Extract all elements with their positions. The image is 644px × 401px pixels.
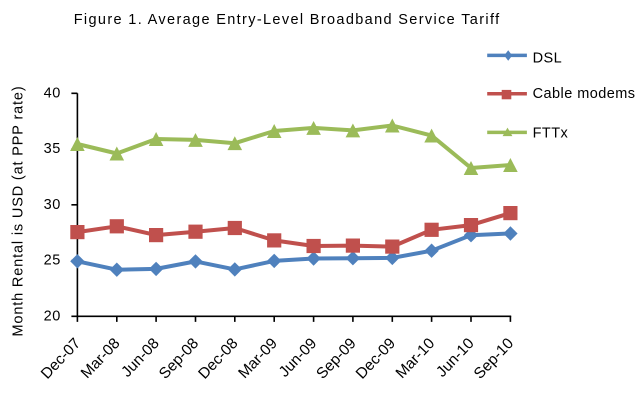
svg-text:Month Rental is USD (at PPP ra: Month Rental is USD (at PPP rate)	[11, 85, 27, 336]
svg-text:FTTx: FTTx	[533, 126, 569, 142]
svg-text:DSL: DSL	[533, 51, 563, 67]
svg-text:40: 40	[44, 85, 61, 101]
svg-text:35: 35	[44, 141, 61, 157]
svg-text:25: 25	[44, 253, 61, 269]
svg-text:30: 30	[44, 197, 61, 213]
svg-text:Cable modems: Cable modems	[533, 86, 636, 102]
svg-text:Figure 1. Average Entry-Level: Figure 1. Average Entry-Level Broadband …	[74, 12, 501, 28]
svg-text:20: 20	[44, 308, 61, 324]
